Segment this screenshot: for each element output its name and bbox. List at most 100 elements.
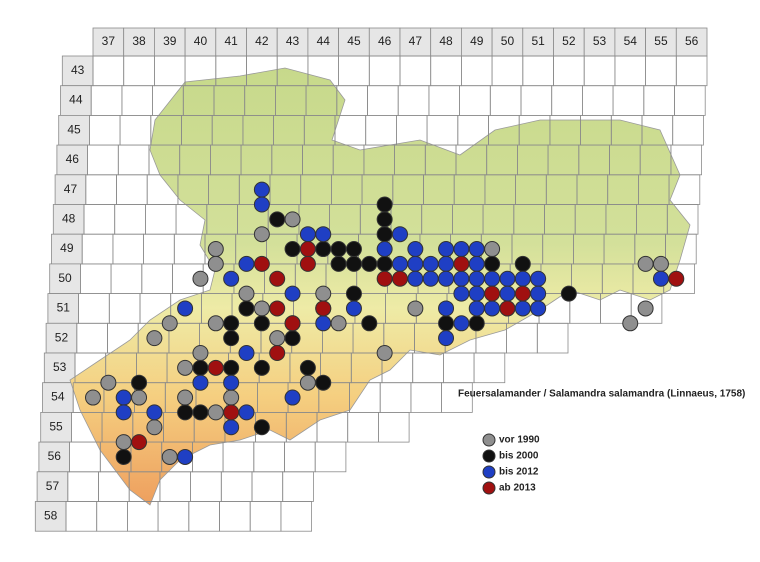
grid-cell — [157, 501, 190, 532]
record-dot — [161, 315, 178, 332]
record-dot — [284, 389, 301, 406]
grid-cell — [460, 55, 493, 87]
column-label: 49 — [470, 34, 484, 48]
record-dot — [530, 285, 547, 302]
grid-cell — [347, 411, 379, 443]
column-label: 50 — [501, 34, 515, 48]
column-label: 39 — [163, 34, 177, 48]
grid-cell — [89, 115, 121, 146]
grid-cell — [426, 115, 459, 146]
row-label: 47 — [64, 182, 78, 196]
grid-cell — [428, 85, 460, 116]
grid-cell — [614, 55, 647, 87]
record-dot — [177, 404, 194, 421]
record-dot — [376, 226, 393, 243]
grid-cell — [219, 501, 251, 532]
grid-cell — [284, 441, 316, 473]
record-dot — [407, 270, 424, 287]
grid-cell — [173, 233, 206, 265]
record-dot — [468, 255, 485, 272]
record-dot — [422, 270, 439, 287]
row-header-cell — [58, 115, 90, 146]
record-dot — [223, 270, 240, 287]
grid-cell — [412, 352, 444, 384]
record-dot — [115, 404, 132, 421]
row-label: 51 — [57, 301, 71, 315]
grid-cell — [114, 204, 146, 235]
row-header-cell — [60, 85, 92, 116]
record-dot — [269, 345, 286, 361]
record-dot — [468, 270, 485, 287]
record-dot — [284, 211, 301, 228]
grid-cell — [630, 293, 663, 324]
grid-cell — [582, 85, 614, 116]
row-header-cell — [47, 293, 80, 324]
legend-dot — [482, 481, 496, 495]
record-dot — [223, 404, 240, 421]
grid-cell — [92, 55, 125, 87]
record-dot — [100, 374, 117, 391]
row-label: 55 — [49, 419, 63, 433]
grid-cell — [522, 55, 554, 87]
grid-cell — [87, 144, 119, 176]
grid-cell — [190, 471, 222, 502]
record-dot — [392, 255, 408, 272]
record-dot — [376, 211, 393, 228]
grid-cell — [645, 55, 677, 87]
record-dot — [284, 315, 301, 332]
record-dot — [192, 345, 209, 361]
record-dot — [192, 374, 209, 391]
grid-cell — [473, 352, 506, 384]
row-header-cell — [38, 441, 71, 473]
record-dot — [192, 404, 209, 421]
record-dot — [238, 285, 255, 302]
record-dot — [253, 419, 270, 436]
record-dot — [238, 404, 255, 421]
grid-cell — [253, 441, 285, 473]
grid-cell — [78, 293, 110, 324]
record-dot — [392, 226, 408, 243]
record-dot — [223, 419, 240, 436]
record-dot — [330, 255, 347, 272]
record-dot — [299, 226, 316, 243]
column-header-cell — [583, 27, 616, 57]
record-dot — [269, 330, 286, 347]
record-dot — [345, 255, 362, 272]
grid-cell — [83, 204, 116, 235]
column-label: 43 — [286, 34, 300, 48]
record-dot — [146, 419, 163, 436]
column-label: 40 — [194, 34, 208, 48]
record-dot — [131, 374, 148, 391]
record-dot — [376, 270, 393, 287]
record-dot — [652, 270, 669, 287]
record-dot — [253, 226, 270, 243]
record-dot — [668, 270, 685, 287]
grid-cell — [459, 85, 491, 116]
record-dot — [438, 255, 455, 272]
column-label: 42 — [255, 34, 269, 48]
record-dot — [284, 285, 301, 302]
grid-cell — [251, 471, 284, 502]
record-dot — [468, 300, 485, 317]
column-header-cell — [215, 27, 247, 57]
record-dot — [376, 345, 393, 361]
record-dot — [192, 270, 209, 287]
grid-cell — [127, 501, 159, 532]
column-label: 44 — [317, 34, 331, 48]
record-dot — [438, 241, 455, 258]
grid-cell — [442, 352, 475, 384]
record-dot — [315, 315, 332, 332]
legend-dot — [482, 465, 496, 479]
legend-label: ab 2013 — [499, 483, 536, 494]
record-dot — [438, 300, 455, 317]
column-header-cell — [675, 27, 708, 57]
grid-cell — [280, 501, 312, 532]
record-dot — [253, 181, 270, 198]
grid-cell — [377, 411, 410, 443]
grid-cell — [141, 263, 173, 294]
record-dot — [560, 285, 577, 302]
record-dot — [177, 300, 194, 317]
grid-cell — [67, 471, 99, 502]
row-label: 48 — [62, 212, 76, 226]
